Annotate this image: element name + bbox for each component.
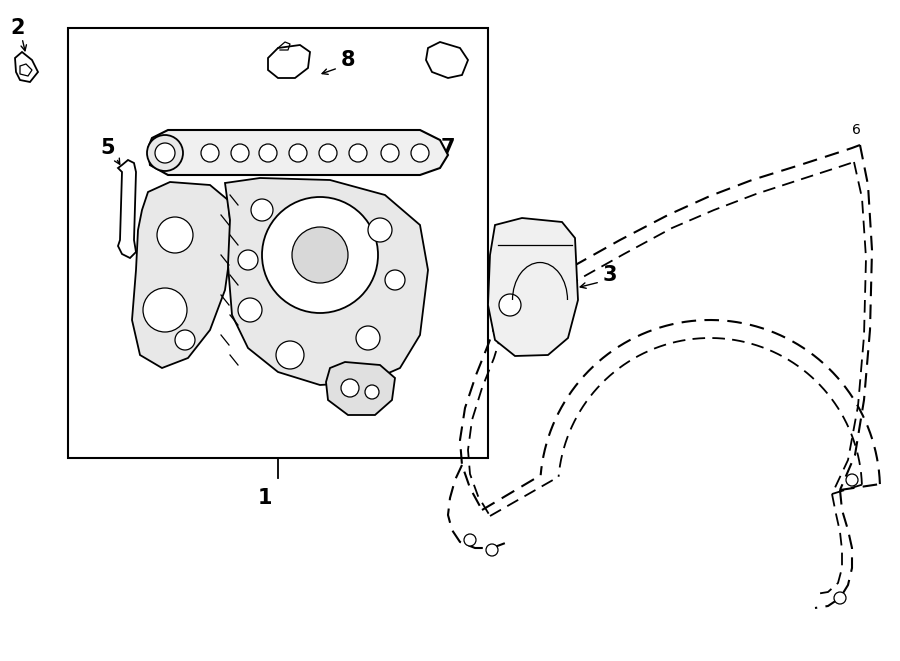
Polygon shape — [118, 160, 136, 258]
Polygon shape — [15, 52, 38, 82]
Polygon shape — [326, 362, 395, 415]
Circle shape — [486, 544, 498, 556]
Bar — [68, 28, 488, 458]
Circle shape — [292, 227, 348, 283]
Circle shape — [341, 379, 359, 397]
Circle shape — [381, 144, 399, 162]
Text: 5: 5 — [101, 138, 115, 158]
Circle shape — [175, 330, 195, 350]
Circle shape — [157, 217, 193, 253]
Text: 1: 1 — [257, 488, 272, 508]
Text: 7: 7 — [441, 138, 455, 158]
Circle shape — [147, 135, 183, 171]
Circle shape — [231, 144, 249, 162]
Circle shape — [349, 144, 367, 162]
Polygon shape — [426, 42, 468, 78]
Circle shape — [499, 294, 521, 316]
Text: 8: 8 — [341, 50, 356, 70]
Circle shape — [238, 298, 262, 322]
Circle shape — [289, 144, 307, 162]
Text: 3: 3 — [603, 265, 617, 285]
Polygon shape — [488, 218, 578, 356]
Circle shape — [276, 341, 304, 369]
Circle shape — [251, 199, 273, 221]
Polygon shape — [268, 45, 310, 78]
Text: 2: 2 — [11, 18, 25, 38]
Circle shape — [834, 592, 846, 604]
Circle shape — [365, 385, 379, 399]
Circle shape — [155, 143, 175, 163]
Circle shape — [238, 250, 258, 270]
Circle shape — [356, 326, 380, 350]
Circle shape — [411, 144, 429, 162]
Circle shape — [846, 474, 858, 486]
Polygon shape — [148, 130, 448, 175]
Circle shape — [385, 270, 405, 290]
Circle shape — [368, 218, 392, 242]
Circle shape — [143, 288, 187, 332]
Circle shape — [319, 144, 337, 162]
Circle shape — [259, 144, 277, 162]
Circle shape — [464, 534, 476, 546]
Polygon shape — [132, 182, 232, 368]
Text: 6: 6 — [341, 385, 356, 405]
Polygon shape — [20, 64, 32, 76]
Text: 4: 4 — [161, 248, 176, 268]
Text: 6: 6 — [851, 123, 860, 137]
Circle shape — [262, 197, 378, 313]
Circle shape — [201, 144, 219, 162]
Polygon shape — [225, 178, 428, 385]
